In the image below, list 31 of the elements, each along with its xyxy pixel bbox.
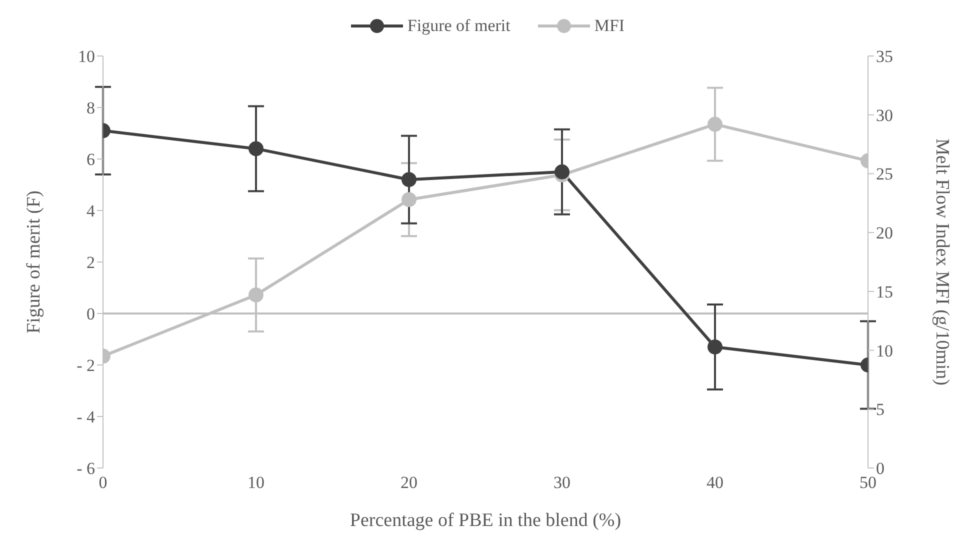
y-tick-label: - 2 (76, 356, 95, 376)
point (554, 164, 570, 180)
y-tick-label: 10 (78, 47, 95, 66)
x-tick-label: 40 (706, 473, 724, 492)
x-tick-label: 20 (400, 473, 418, 492)
legend-label: MFI (594, 16, 625, 36)
y-tick-label: 2 (86, 253, 95, 272)
y2-tick-label: 25 (876, 164, 893, 184)
y2-tick-label: 15 (876, 282, 893, 302)
y2-tick-label: 20 (876, 224, 893, 243)
point (402, 192, 416, 208)
y2-tick-label: 30 (876, 106, 893, 125)
x-axis-title: Percentage of PBE in the blend (%) (350, 510, 622, 531)
y-tick-label: 0 (86, 304, 95, 324)
x-tick-label: 50 (860, 473, 876, 492)
x-tick-label: 30 (554, 473, 570, 492)
y2-tick-label: 0 (876, 459, 884, 478)
point (402, 172, 416, 188)
y2-tick-label: 5 (876, 400, 884, 420)
y-tick-label: - 4 (76, 408, 96, 427)
x-tick-label: 0 (98, 473, 108, 492)
y-tick-label: 6 (86, 150, 95, 170)
legend-label: Figure of merit (407, 16, 510, 36)
y-axis-title: Figure of merit (F) (24, 190, 45, 334)
y-tick-label: - 6 (76, 459, 95, 478)
y2-axis-title: Melt Flow Index MFI (g/10min) (931, 138, 952, 386)
y-tick-label: 8 (86, 98, 95, 118)
y-tick-label: 4 (86, 202, 96, 221)
y2-tick-label: 35 (876, 47, 893, 66)
y2-tick-label: 10 (876, 341, 893, 360)
x-tick-label: 10 (248, 473, 264, 492)
